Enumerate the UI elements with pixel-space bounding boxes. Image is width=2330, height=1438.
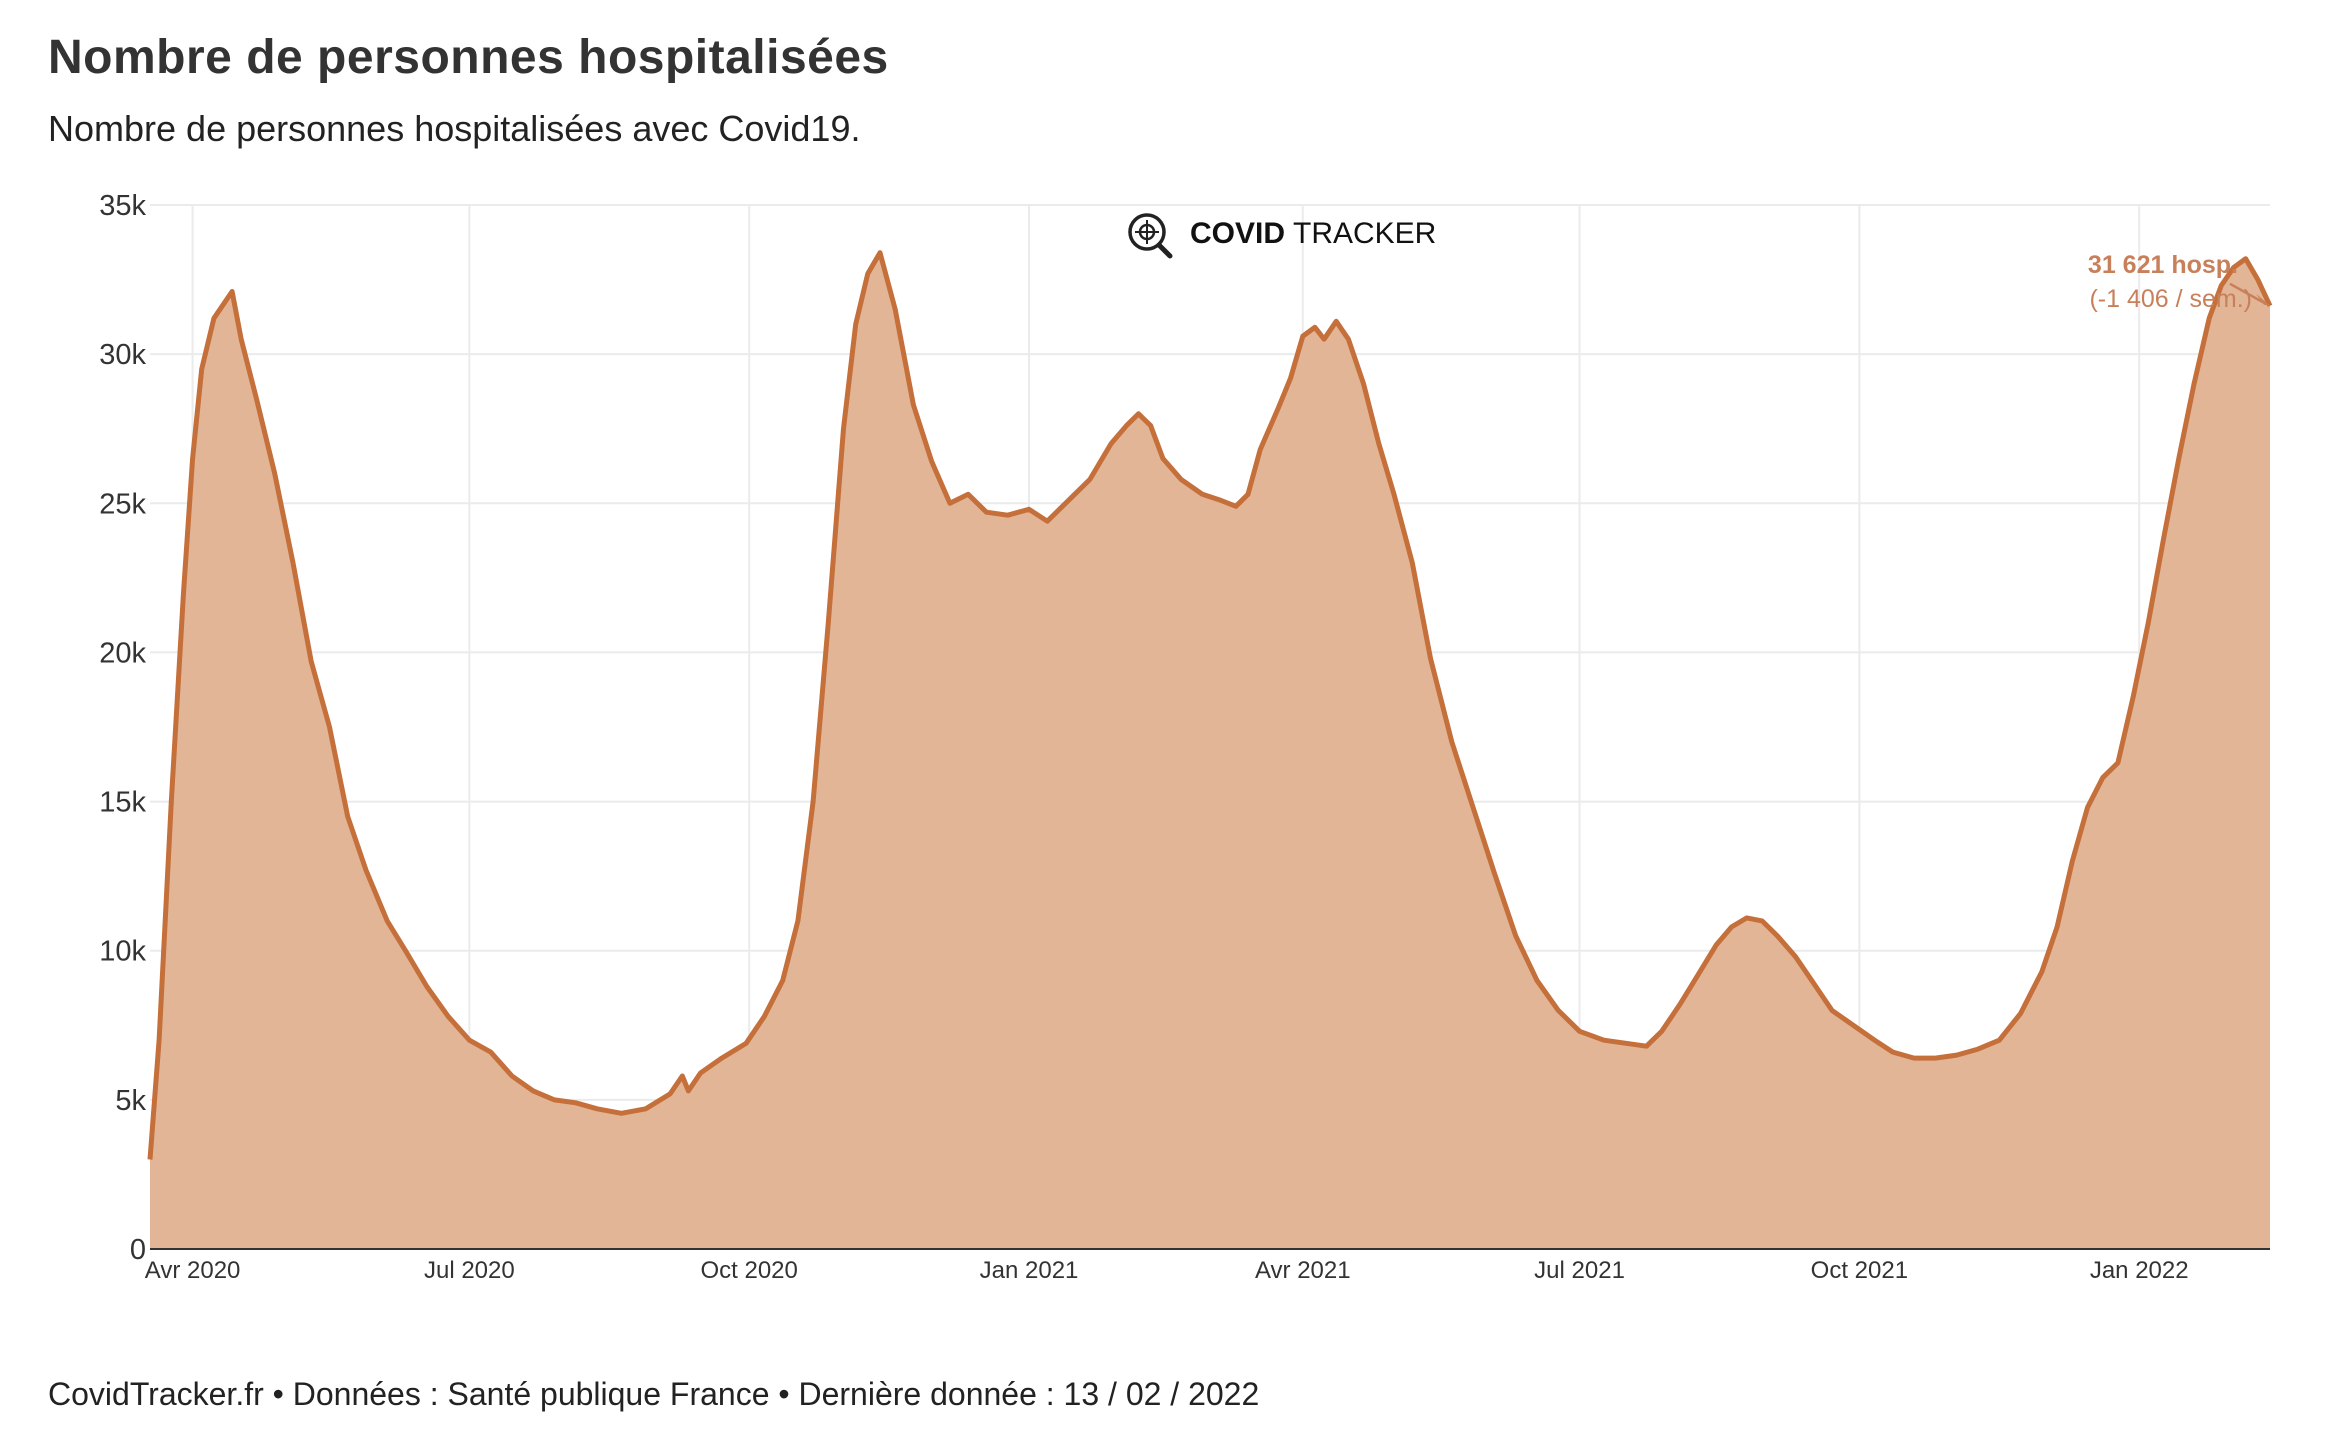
y-tick-label: 5k xyxy=(115,1085,146,1117)
y-tick-label: 20k xyxy=(99,637,146,669)
page-subtitle: Nombre de personnes hospitalisées avec C… xyxy=(48,108,861,149)
virus-magnifier-icon xyxy=(1128,213,1173,259)
x-tick-label: Jul 2020 xyxy=(424,1257,515,1284)
x-tick-label: Oct 2021 xyxy=(1811,1257,1908,1284)
x-tick-label: Avr 2021 xyxy=(1255,1257,1351,1284)
logo-text-light: TRACKER xyxy=(1293,217,1436,250)
y-tick-label: 10k xyxy=(99,936,146,968)
x-tick-label: Oct 2020 xyxy=(700,1257,797,1284)
page-title: Nombre de personnes hospitalisées xyxy=(48,31,889,84)
annotation-arrow xyxy=(2229,282,2265,304)
logo-text-bold: COVID xyxy=(1190,217,1285,250)
hospitalisations-line xyxy=(147,250,2273,1160)
x-tick-label: Avr 2020 xyxy=(145,1257,241,1284)
footer-source: CovidTracker.fr • Données : Santé publiq… xyxy=(48,1376,1260,1412)
x-tick-label: Jan 2022 xyxy=(2090,1257,2189,1284)
x-tick-label: Jan 2021 xyxy=(980,1257,1079,1284)
x-axis-ticks: Avr 2020 Jul 2020 Oct 2020 Jan 2021 Avr 2021… xyxy=(145,1257,2189,1284)
annotation-weekly-change: (-1 406 / sem.) xyxy=(2089,285,2252,313)
annotation-value: 31 621 hosp. xyxy=(2088,251,2238,279)
y-tick-label: 25k xyxy=(99,488,146,520)
x-tick-label: Jul 2021 xyxy=(1534,1257,1625,1284)
annotation-arrowhead xyxy=(2256,293,2270,306)
last-value-annotation: 31 621 hosp. (-1 406 / sem.) xyxy=(2088,251,2270,313)
y-tick-label: 30k xyxy=(99,339,146,371)
y-tick-label: 15k xyxy=(99,787,146,819)
y-axis-ticks: 0 5k 10k 15k 20k 25k 30k 35k xyxy=(99,190,146,1266)
hospitalisations-area xyxy=(150,252,2270,1249)
y-tick-label: 0 xyxy=(130,1234,146,1266)
covidtracker-logo: COVID TRACKER xyxy=(1128,213,1436,259)
y-tick-label: 35k xyxy=(99,190,146,222)
